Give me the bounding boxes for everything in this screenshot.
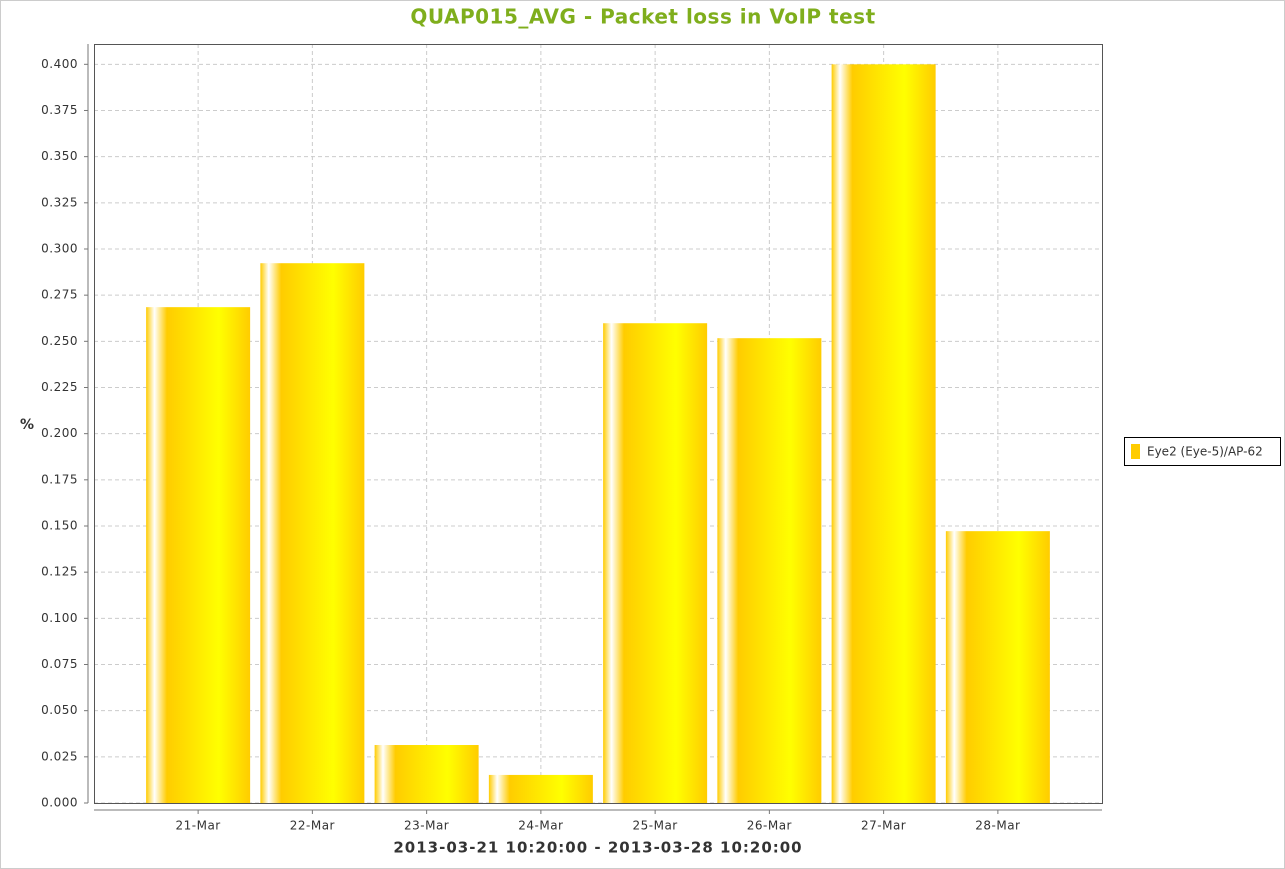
legend-swatch xyxy=(1131,444,1140,459)
x-tick-label: 25-Mar xyxy=(633,819,678,833)
y-tick-label: 0.275 xyxy=(41,288,78,302)
y-tick-label: 0.350 xyxy=(41,149,78,163)
y-tick-label: 0.050 xyxy=(41,703,78,717)
y-tick-label: 0.325 xyxy=(41,195,78,209)
x-tick-label: 26-Mar xyxy=(747,819,792,833)
bars xyxy=(146,64,1050,804)
x-tick-label: 23-Mar xyxy=(404,819,449,833)
legend-label: Eye2 (Eye-5)/AP-62 xyxy=(1147,445,1263,459)
y-axis-label: % xyxy=(20,417,34,433)
chart-title: QUAP015_AVG - Packet loss in VoIP test xyxy=(410,5,875,29)
y-tick-label: 0.100 xyxy=(41,611,78,625)
x-tick-label: 21-Mar xyxy=(176,819,221,833)
x-tick-label: 22-Mar xyxy=(290,819,335,833)
y-tick-label: 0.075 xyxy=(41,657,78,671)
bar xyxy=(260,263,365,804)
x-axis-label: 2013-03-21 10:20:00 - 2013-03-28 10:20:0… xyxy=(393,839,802,857)
y-tick-label: 0.200 xyxy=(41,426,78,440)
bar xyxy=(831,64,936,804)
bar xyxy=(146,307,251,803)
y-tick-label: 0.225 xyxy=(41,380,78,394)
x-tick-label: 28-Mar xyxy=(975,819,1020,833)
y-tick-label: 0.250 xyxy=(41,334,78,348)
y-tick-label: 0.000 xyxy=(41,796,78,810)
plot-frame xyxy=(94,44,1103,804)
y-tick-label: 0.375 xyxy=(41,103,78,117)
y-tick-label: 0.125 xyxy=(41,565,78,579)
x-tick-label: 24-Mar xyxy=(518,819,563,833)
y-tick-label: 0.150 xyxy=(41,518,78,532)
y-tick-label: 0.175 xyxy=(41,472,78,486)
bar xyxy=(488,774,593,803)
bar xyxy=(945,531,1050,803)
bar xyxy=(374,745,479,803)
x-tick-label: 27-Mar xyxy=(861,819,906,833)
legend-box xyxy=(1124,437,1281,466)
y-tick-label: 0.400 xyxy=(41,57,78,71)
legend: Eye2 (Eye-5)/AP-62 xyxy=(1124,437,1281,466)
bar xyxy=(717,338,822,803)
y-tick-label: 0.025 xyxy=(41,749,78,763)
y-tick-label: 0.300 xyxy=(41,241,78,255)
bar xyxy=(603,323,708,803)
